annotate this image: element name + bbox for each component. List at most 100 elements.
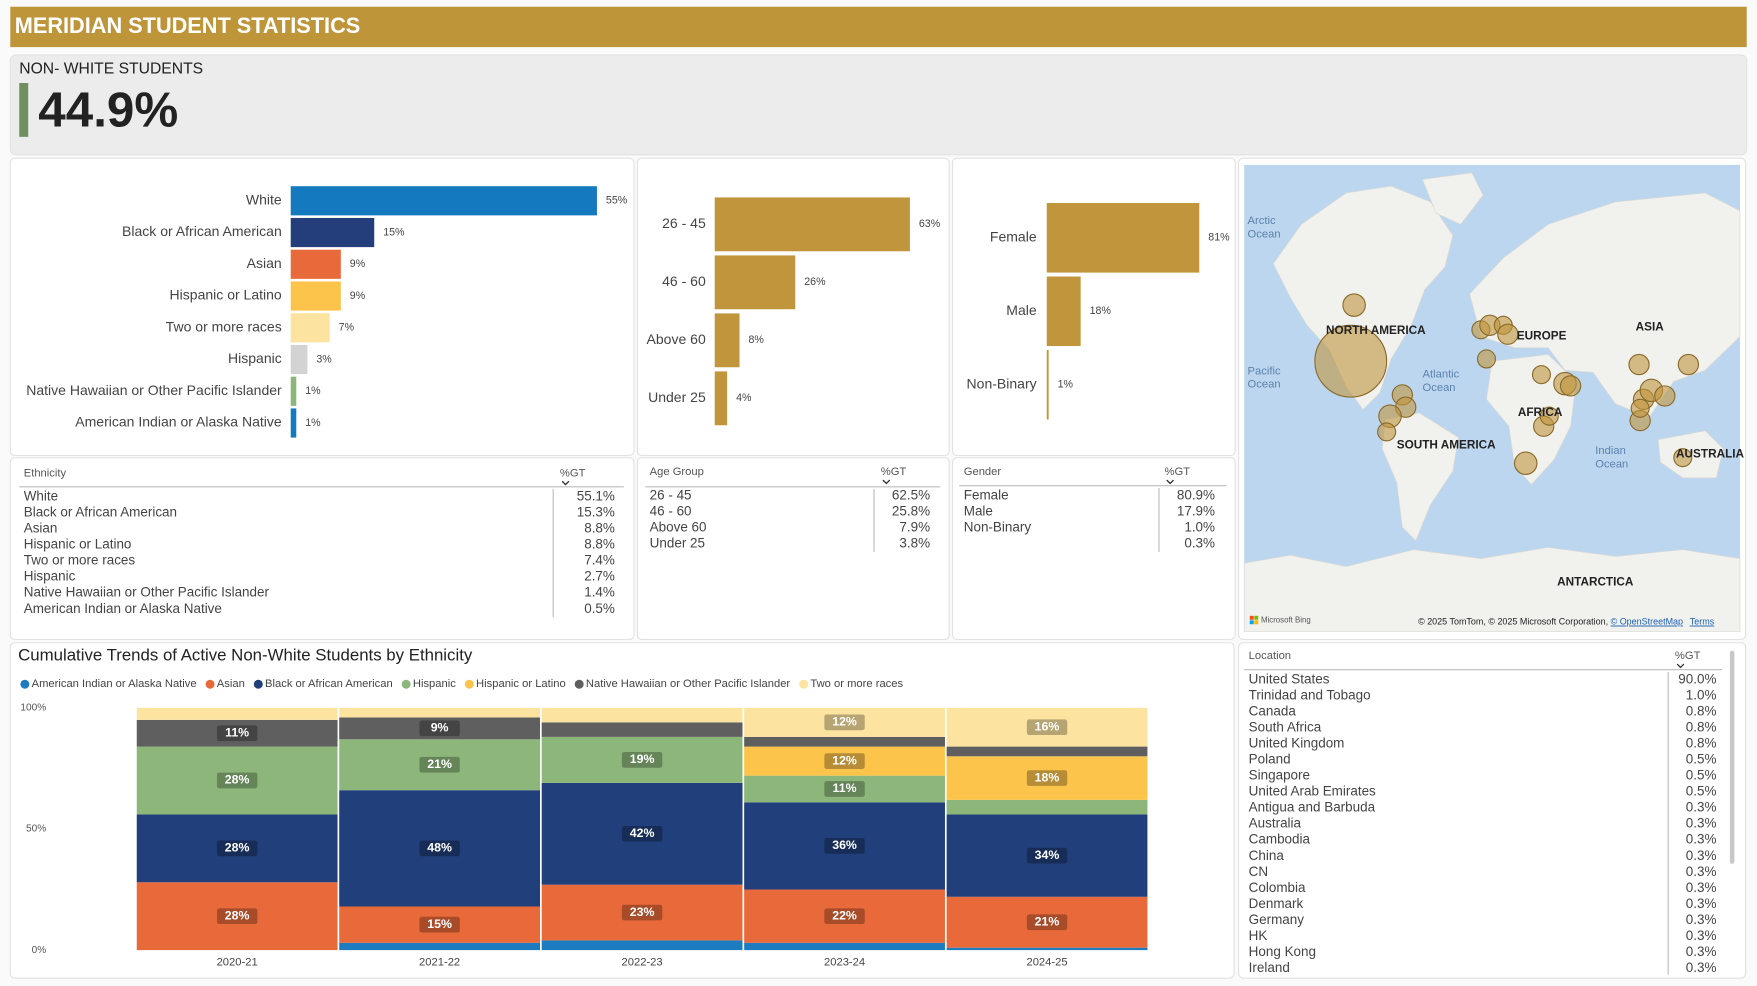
row-label: United Kingdom — [1249, 735, 1345, 750]
row-value: 15.3% — [577, 505, 615, 520]
x-tick-label: 2024-25 — [1026, 956, 1067, 968]
bar — [291, 218, 375, 247]
column-header: Location — [1249, 650, 1291, 662]
bar-segment — [947, 948, 1148, 950]
bar-segment — [744, 943, 945, 950]
map[interactable]: ArcticOceanNORTH AMERICAEUROPEASIAPacifi… — [1244, 165, 1744, 632]
map-label: Indian — [1595, 445, 1626, 457]
value-label: 11% — [225, 726, 249, 740]
column-header: Gender — [964, 466, 1002, 478]
row-value: 0.3% — [1686, 848, 1717, 863]
osm-link[interactable]: © OpenStreetMap — [1611, 617, 1683, 627]
row-value: 55.1% — [577, 488, 615, 503]
map-label: EUROPE — [1517, 330, 1567, 343]
bubble[interactable] — [1378, 423, 1396, 441]
bubble[interactable] — [1532, 366, 1550, 384]
column-header: %GT — [881, 466, 907, 478]
bar — [715, 371, 727, 425]
value-label: 16% — [1035, 719, 1060, 733]
bubble[interactable] — [1343, 294, 1365, 316]
legend-swatch — [465, 680, 474, 689]
bubble[interactable] — [1498, 324, 1518, 344]
row-label: Asian — [24, 521, 58, 536]
row-value: 2.7% — [584, 569, 615, 584]
row-label: White — [24, 488, 58, 503]
value-label: 1% — [305, 385, 321, 397]
legend-swatch — [20, 680, 29, 689]
value-label: 48% — [427, 841, 452, 855]
kpi-card — [10, 55, 1746, 155]
value-label: 3% — [316, 353, 332, 365]
row-value: 25.8% — [892, 503, 930, 518]
row-label: 46 - 60 — [650, 503, 692, 518]
bubble[interactable] — [1631, 399, 1649, 417]
bar-segment — [137, 708, 338, 720]
bar-segment — [542, 708, 743, 723]
row-value: 0.3% — [1686, 800, 1717, 815]
category-label: Two or more races — [166, 318, 282, 334]
value-label: 28% — [225, 773, 250, 787]
map-label: Pacific — [1248, 365, 1281, 377]
row-label: Native Hawaiian or Other Pacific Islande… — [24, 585, 270, 600]
value-label: 42% — [630, 826, 655, 840]
row-label: Female — [964, 487, 1009, 502]
bar-segment — [542, 940, 743, 950]
row-value: 17.9% — [1177, 503, 1215, 518]
terms-link[interactable]: Terms — [1690, 617, 1715, 627]
bubble[interactable] — [1629, 354, 1649, 374]
bubble[interactable] — [1655, 386, 1675, 406]
bar — [1047, 350, 1049, 420]
bubble[interactable] — [1678, 354, 1698, 374]
value-label: 7% — [339, 322, 355, 334]
bar — [1047, 203, 1200, 273]
brand-logo — [1250, 620, 1254, 624]
bar — [291, 377, 297, 406]
column-header: Age Group — [650, 466, 704, 478]
bubble[interactable] — [1478, 350, 1496, 368]
row-value: 0.3% — [1686, 880, 1717, 895]
map-brand: Microsoft Bing — [1261, 615, 1311, 624]
bubble[interactable] — [1515, 452, 1537, 474]
row-value: 7.9% — [899, 519, 930, 534]
category-label: Black or African American — [122, 223, 282, 239]
value-label: 12% — [832, 753, 857, 767]
scrollbar[interactable] — [1730, 651, 1734, 864]
value-label: 15% — [383, 226, 405, 238]
value-label: 8% — [748, 334, 764, 346]
bar — [291, 281, 341, 310]
category-label: Female — [990, 229, 1037, 245]
row-value: 0.8% — [1686, 719, 1717, 734]
legend-swatch — [799, 680, 808, 689]
y-tick-label: 0% — [32, 945, 47, 956]
value-label: 9% — [431, 721, 449, 735]
row-value: 0.5% — [1686, 752, 1717, 767]
row-value: 0.3% — [1686, 896, 1717, 911]
column-header: Ethnicity — [24, 467, 67, 479]
legend-swatch — [402, 680, 411, 689]
value-label: 26% — [804, 276, 826, 288]
legend-label: Black or African American — [265, 678, 393, 690]
value-label: 28% — [225, 841, 250, 855]
row-label: Germany — [1249, 912, 1305, 927]
bar-segment — [947, 747, 1148, 757]
row-value: 1.0% — [1184, 519, 1215, 534]
row-label: American Indian or Alaska Native — [24, 601, 222, 616]
category-label: Under 25 — [648, 389, 706, 405]
bubble[interactable] — [1561, 376, 1581, 396]
row-label: HK — [1249, 928, 1268, 943]
value-label: 23% — [630, 905, 655, 919]
row-label: Hong Kong — [1249, 944, 1316, 959]
bar — [715, 197, 910, 251]
category-label: Native Hawaiian or Other Pacific Islande… — [26, 382, 282, 398]
row-label: Hispanic or Latino — [24, 537, 132, 552]
value-label: 18% — [1090, 305, 1112, 317]
bar-segment — [744, 737, 945, 747]
legend-label: Two or more races — [810, 678, 903, 690]
brand-logo — [1254, 620, 1258, 624]
value-label: 36% — [832, 838, 857, 852]
row-value: 90.0% — [1678, 671, 1716, 686]
map-label: AFRICA — [1518, 406, 1563, 419]
map-label: NORTH AMERICA — [1326, 324, 1426, 337]
column-header: %GT — [1165, 466, 1191, 478]
